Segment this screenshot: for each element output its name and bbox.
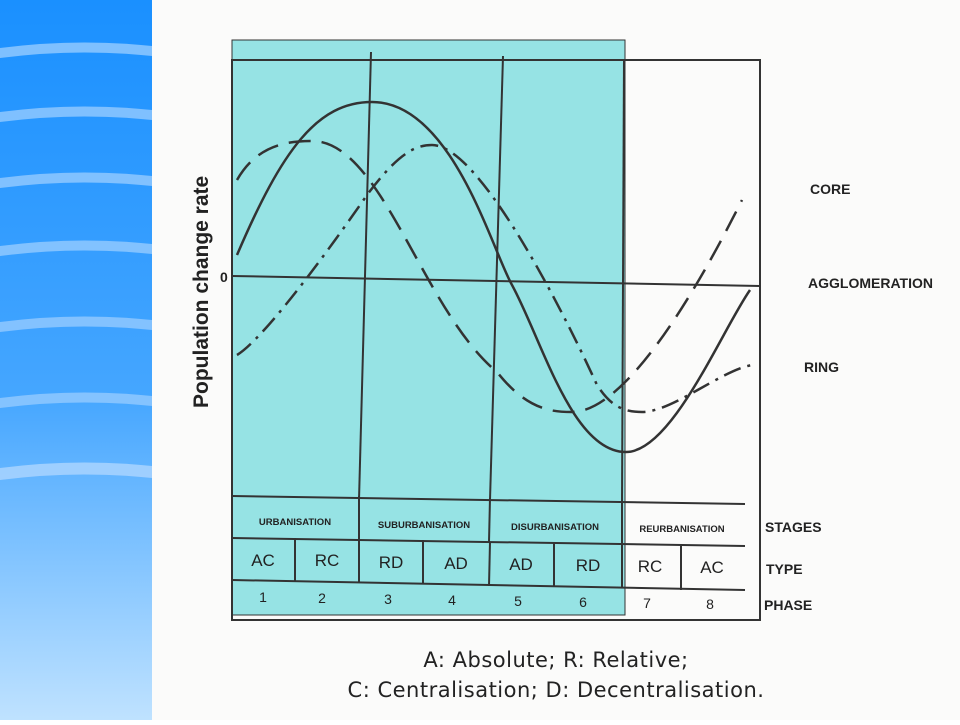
stage-cell: REURBANISATION: [639, 524, 724, 535]
curves: [235, 100, 753, 454]
divider-1: [358, 51, 372, 501]
type-cell: RC: [638, 557, 663, 576]
diagram-panel: Population change rate 0 CORE AGGLOMERAT…: [152, 0, 960, 720]
type-row-top: [231, 537, 746, 547]
caption-line-1: A: Absolute; R: Relative;: [423, 648, 689, 672]
decorative-stripes: [0, 0, 152, 720]
phase-cell: 5: [514, 593, 522, 609]
phase-cell: 3: [384, 591, 392, 607]
phase-cell: 2: [318, 590, 326, 606]
divider-2: [489, 55, 504, 501]
type-cell: AD: [444, 554, 468, 573]
phase-cell: 4: [448, 592, 456, 608]
type-cell: AC: [251, 551, 275, 570]
zero-label: 0: [220, 269, 228, 285]
type-cell: AD: [509, 555, 533, 574]
sidebar-decoration: [0, 0, 152, 720]
type-cell: RD: [576, 556, 601, 575]
stage-cell: DISURBANISATION: [511, 522, 599, 533]
y-axis-label: Population change rate: [190, 176, 213, 408]
diagram-frame: [231, 51, 761, 621]
ring-curve: [236, 143, 753, 414]
caption-line-2: C: Centralisation; D: Decentralisation.: [347, 678, 765, 702]
type-cell: RD: [379, 553, 404, 572]
stage-cell: SUBURBANISATION: [378, 520, 470, 531]
phase-label: PHASE: [764, 597, 812, 613]
agglomeration-curve: [235, 100, 752, 454]
phase-cells: 1 2 3 4 5 6 7 8: [259, 589, 714, 612]
stage-cells: URBANISATION SUBURBANISATION DISURBANISA…: [259, 517, 725, 535]
core-label: CORE: [810, 181, 850, 197]
type-cell: RC: [315, 551, 340, 570]
phase-cell: 6: [579, 594, 587, 610]
stage-div-2: [488, 497, 491, 543]
phase-cell: 8: [706, 596, 714, 612]
type-cell: AC: [700, 558, 724, 577]
core-curve: [235, 139, 744, 414]
type-label: TYPE: [766, 561, 803, 577]
type-cells: AC RC RD AD AD RD RC AC: [251, 551, 724, 577]
stage-row-top: [231, 495, 746, 505]
agglomeration-label: AGGLOMERATION: [808, 275, 933, 291]
stage-cell: URBANISATION: [259, 517, 331, 528]
ring-label: RING: [804, 359, 839, 375]
stages-label: STAGES: [765, 519, 822, 535]
highlight-region: [231, 39, 626, 616]
phase-cell: 7: [643, 595, 651, 611]
divider-3: [621, 59, 625, 506]
type-div-4: [488, 541, 491, 587]
urbanisation-diagram: Population change rate 0 CORE AGGLOMERAT…: [190, 39, 933, 621]
phase-cell: 1: [259, 589, 267, 605]
